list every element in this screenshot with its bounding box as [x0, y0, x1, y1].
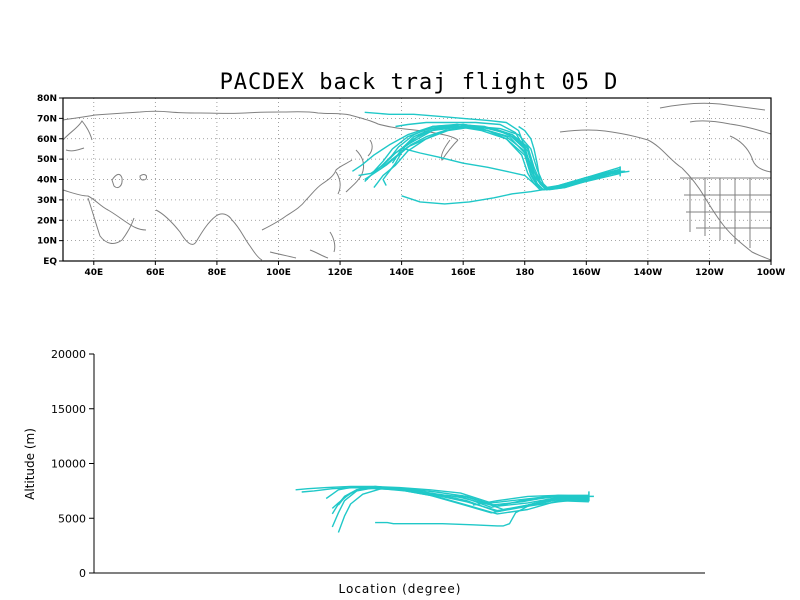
altitude-y-tick-label: 5000 [58, 512, 86, 525]
map-x-tick-label: 40E [84, 268, 103, 278]
map-x-tick-label: 120E [328, 268, 353, 278]
map-x-tick-label: 140W [634, 268, 663, 278]
map-y-tick-label: EQ [43, 257, 57, 267]
altitude-y-tick-label: 10000 [51, 458, 86, 471]
altitude-y-tick-label: 15000 [51, 403, 86, 416]
coast-arabia [87, 197, 135, 244]
altitude-y-axis-label: Altitude (m) [23, 428, 37, 500]
coast-europe-asia-north [62, 110, 459, 141]
map-x-tick-label: 180 [515, 268, 534, 278]
coastlines [62, 102, 772, 261]
altitude-chart: 0 5000 10000 15000 20000 Altitude (m) Locati… [23, 348, 705, 596]
map-y-tick-label: 80N [37, 94, 57, 104]
map-y-tick-label: 30N [37, 196, 57, 206]
map-y-tick-label: 60N [37, 135, 57, 145]
map-x-tick-label: 80E [208, 268, 227, 278]
trajectory-line-16 [530, 163, 630, 191]
map-y-tick-label: 40N [37, 176, 57, 186]
altitude-line-9 [460, 494, 589, 511]
trajectory-line-13 [518, 125, 621, 189]
altitude-release-marker [583, 491, 594, 502]
release-point-marker [615, 166, 626, 177]
coast-canada-arctic [659, 102, 772, 135]
coast-kamchatka [441, 139, 459, 161]
altitude-line-10 [375, 497, 589, 527]
coast-hudson-bay [729, 135, 772, 173]
us-state-lines [684, 178, 771, 248]
altitude-line-7 [295, 485, 589, 504]
altitude-line-11 [472, 494, 589, 506]
coast-islands-indonesia [269, 231, 336, 259]
map-y-tick-label: 70N [37, 114, 57, 124]
map-x-tick-label: 160E [451, 268, 476, 278]
altitude-y-tick-label: 20000 [51, 348, 86, 361]
trajectory-lines [352, 111, 630, 205]
coast-southeast-asia [231, 159, 353, 261]
map-x-tick-label: 160W [572, 268, 601, 278]
map-y-tick-label: 50N [37, 155, 57, 165]
map-x-tick-label: 140E [389, 268, 414, 278]
map-x-tick-labels: 40E 60E 80E 100E 120E 140E 160E 180 160W 140W 120W… [84, 261, 785, 278]
coast-caspian [111, 173, 123, 189]
map-x-tick-label: 60E [146, 268, 165, 278]
chart-title: PACDEX back traj flight 05 D [220, 70, 619, 95]
altitude-line-4 [337, 488, 589, 533]
coast-aral [139, 174, 147, 181]
coast-scandinavia [62, 120, 93, 152]
map-frame-bg [63, 98, 771, 261]
altitude-x-axis-label: Location (degree) [339, 582, 462, 596]
altitude-lines [295, 485, 594, 533]
map-y-tick-label: 20N [37, 216, 57, 226]
altitude-y-tick-label: 0 [79, 567, 86, 580]
map-y-tick-labels: EQ 10N 20N 30N 40N 50N 60N 70N 80N [37, 94, 63, 267]
altitude-line-8 [301, 486, 589, 507]
altitude-y-tick-labels: 0 5000 10000 15000 20000 [51, 348, 94, 580]
coast-north-america-west [681, 167, 772, 261]
trajectory-map: 40E 60E 80E 100E 120E 140E 160E 180 160W 140W 120W… [37, 94, 785, 278]
map-x-tick-label: 100W [757, 268, 786, 278]
map-x-tick-label: 100E [266, 268, 291, 278]
coast-india [155, 209, 233, 245]
map-x-tick-label: 120W [695, 268, 724, 278]
map-y-tick-label: 10N [37, 237, 57, 247]
